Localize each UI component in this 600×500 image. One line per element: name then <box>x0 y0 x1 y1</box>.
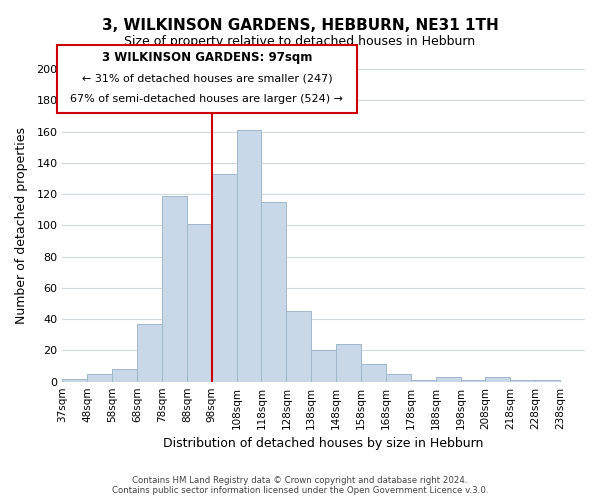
Bar <box>436 377 461 382</box>
Text: 3 WILKINSON GARDENS: 97sqm: 3 WILKINSON GARDENS: 97sqm <box>102 50 312 64</box>
Text: Contains HM Land Registry data © Crown copyright and database right 2024.: Contains HM Land Registry data © Crown c… <box>132 476 468 485</box>
Bar <box>137 324 162 382</box>
Text: ← 31% of detached houses are smaller (247): ← 31% of detached houses are smaller (24… <box>82 74 332 84</box>
Bar <box>212 174 236 382</box>
Bar <box>336 344 361 382</box>
Bar <box>286 312 311 382</box>
Bar <box>162 196 187 382</box>
Text: 67% of semi-detached houses are larger (524) →: 67% of semi-detached houses are larger (… <box>70 94 343 104</box>
Bar <box>262 202 286 382</box>
Bar <box>236 130 262 382</box>
Bar <box>87 374 112 382</box>
Bar <box>187 224 212 382</box>
Bar <box>386 374 411 382</box>
Text: 3, WILKINSON GARDENS, HEBBURN, NE31 1TH: 3, WILKINSON GARDENS, HEBBURN, NE31 1TH <box>101 18 499 32</box>
Bar <box>511 380 535 382</box>
Bar <box>311 350 336 382</box>
Bar <box>485 377 511 382</box>
Bar <box>411 380 436 382</box>
Text: Size of property relative to detached houses in Hebburn: Size of property relative to detached ho… <box>124 35 476 48</box>
Bar <box>62 378 87 382</box>
Bar <box>535 380 560 382</box>
Bar <box>361 364 386 382</box>
X-axis label: Distribution of detached houses by size in Hebburn: Distribution of detached houses by size … <box>163 437 484 450</box>
Text: Contains public sector information licensed under the Open Government Licence v.: Contains public sector information licen… <box>112 486 488 495</box>
Bar <box>461 380 485 382</box>
Bar <box>112 369 137 382</box>
Y-axis label: Number of detached properties: Number of detached properties <box>15 127 28 324</box>
